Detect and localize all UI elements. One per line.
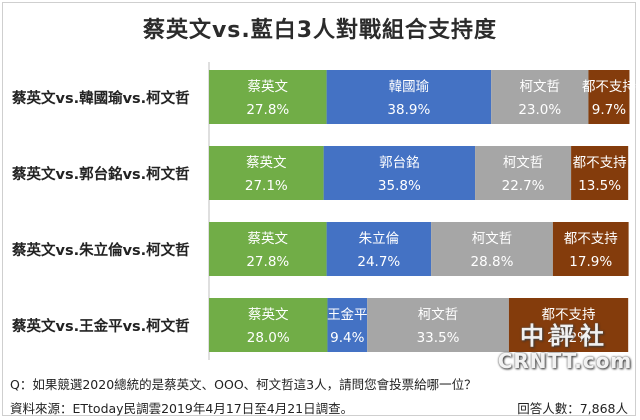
bar-segment xyxy=(508,298,629,352)
segment-candidate-label: 柯文哲 xyxy=(418,307,459,323)
bar-segment xyxy=(209,222,327,276)
segment-candidate-label: 蔡英文 xyxy=(248,306,289,323)
segment-value-label: 35.8% xyxy=(378,178,421,194)
bar-segment xyxy=(588,70,630,124)
data-source: 資料來源：ETtoday民調雲2019年4月17日至4月21日調查。 xyxy=(10,401,354,416)
segment-value-label: 28.2% xyxy=(547,330,590,346)
bar-segment xyxy=(367,298,509,352)
segment-candidate-label: 韓國瑜 xyxy=(389,79,430,95)
category-label: 蔡英文vs.王金平vs.柯文哲 xyxy=(11,317,190,335)
segment-value-label: 27.8% xyxy=(246,102,289,118)
segment-candidate-label: 蔡英文 xyxy=(248,78,289,95)
category-label: 蔡英文vs.朱立倫vs.柯文哲 xyxy=(11,241,190,259)
bar-segment xyxy=(475,146,572,200)
segment-value-label: 17.9% xyxy=(569,254,612,270)
bar-segment xyxy=(326,70,492,124)
category-label: 蔡英文vs.韓國瑜vs.柯文哲 xyxy=(11,89,190,107)
segment-value-label: 9.4% xyxy=(330,330,364,346)
segment-value-label: 27.1% xyxy=(245,178,288,194)
bar-segment xyxy=(491,70,589,124)
bar-segment xyxy=(209,70,327,124)
chart-title: 蔡英文vs.藍白3人對戰組合支持度 xyxy=(142,18,498,43)
segment-candidate-label: 王金平 xyxy=(327,307,368,323)
category-label: 蔡英文vs.郭台銘vs.柯文哲 xyxy=(11,165,190,183)
bar-segment xyxy=(326,222,432,276)
bar-segment xyxy=(323,146,476,200)
segment-candidate-label: 蔡英文 xyxy=(246,154,287,171)
segment-value-label: 13.5% xyxy=(578,178,621,194)
segment-candidate-label: 柯文哲 xyxy=(503,155,544,171)
segment-candidate-label: 都不支持 xyxy=(573,155,627,171)
segment-value-label: 9.7% xyxy=(592,102,626,118)
segment-candidate-label: 都不支持 xyxy=(564,231,618,247)
segment-candidate-label: 郭台銘 xyxy=(379,154,420,171)
segment-value-label: 38.9% xyxy=(387,102,430,118)
bar-segment xyxy=(209,298,328,352)
segment-value-label: 23.0% xyxy=(518,102,561,118)
bar-segment xyxy=(327,298,368,352)
segment-candidate-label: 柯文哲 xyxy=(472,231,513,247)
segment-value-label: 28.8% xyxy=(471,254,514,270)
bar-segment xyxy=(209,146,324,200)
survey-question: Q：如果競選2020總統的是蔡英文、OOO、柯文哲這3人，請問您會投票給哪一位？ xyxy=(10,377,477,392)
bar-segment xyxy=(552,222,629,276)
segment-value-label: 22.7% xyxy=(502,178,545,194)
segment-value-label: 27.8% xyxy=(246,254,289,270)
segment-value-label: 33.5% xyxy=(417,330,460,346)
segment-value-label: 28.0% xyxy=(247,330,290,346)
segment-value-label: 24.7% xyxy=(357,254,400,270)
segment-candidate-label: 蔡英文 xyxy=(248,230,289,247)
bar-segment xyxy=(571,146,629,200)
chart-frame xyxy=(2,2,636,416)
segment-candidate-label: 都不支持 xyxy=(582,79,636,95)
segment-candidate-label: 都不支持 xyxy=(542,307,596,323)
segment-candidate-label: 柯文哲 xyxy=(520,79,561,95)
segment-candidate-label: 朱立倫 xyxy=(359,231,400,247)
bar-segment xyxy=(431,222,553,276)
respondent-count: 回答人數：7,868人 xyxy=(517,401,628,416)
